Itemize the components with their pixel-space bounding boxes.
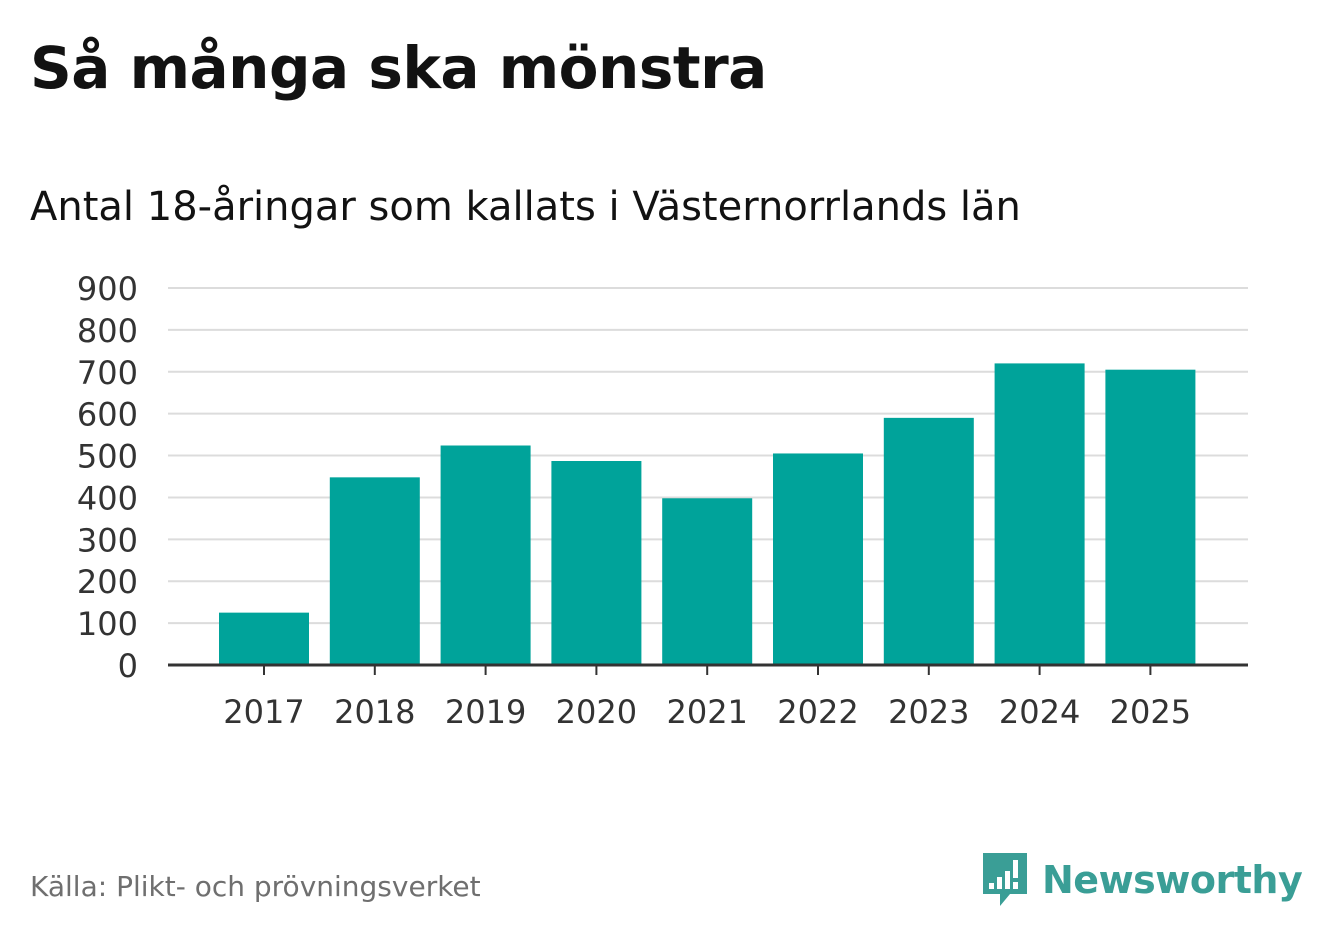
bar xyxy=(440,445,531,665)
y-tick-label: 700 xyxy=(77,354,138,392)
y-tick-label: 900 xyxy=(77,270,138,308)
x-tick-label: 2021 xyxy=(666,693,747,731)
bar xyxy=(662,498,753,665)
y-tick-label: 500 xyxy=(77,438,138,476)
x-tick-label: 2019 xyxy=(445,693,526,731)
bar xyxy=(329,477,420,665)
y-tick-label: 300 xyxy=(77,521,138,559)
bar xyxy=(219,612,309,665)
newsworthy-logo: Newsworthy xyxy=(980,850,1303,910)
y-tick-label: 600 xyxy=(77,396,138,434)
y-tick-label: 0 xyxy=(118,647,138,685)
source-note: Källa: Plikt- och prövningsverket xyxy=(30,870,481,903)
y-tick-label: 400 xyxy=(77,479,138,517)
x-tick-label: 2020 xyxy=(556,693,637,731)
newsworthy-logo-text: Newsworthy xyxy=(1042,858,1303,902)
chart-subtitle: Antal 18-åringar som kallats i Västernor… xyxy=(30,184,1021,230)
bar xyxy=(994,363,1085,665)
bar xyxy=(551,461,642,665)
bar xyxy=(883,417,974,665)
bar xyxy=(773,453,863,665)
chart-title: Så många ska mönstra xyxy=(30,34,767,102)
x-tick-label: 2024 xyxy=(999,693,1080,731)
y-tick-label: 100 xyxy=(77,605,138,643)
y-tick-label: 800 xyxy=(77,312,138,350)
x-tick-label: 2023 xyxy=(888,693,969,731)
y-tick-label: 200 xyxy=(77,563,138,601)
x-tick-label: 2017 xyxy=(223,693,304,731)
bar xyxy=(1105,369,1196,665)
newsworthy-logo-icon xyxy=(983,853,1027,906)
x-tick-label: 2022 xyxy=(777,693,858,731)
x-tick-label: 2025 xyxy=(1110,693,1191,731)
x-tick-label: 2018 xyxy=(334,693,415,731)
